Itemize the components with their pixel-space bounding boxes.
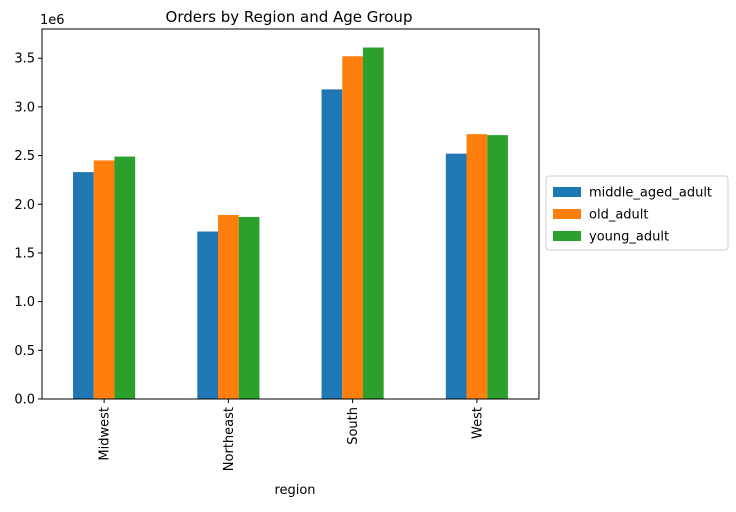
y-tick-label: 3.5 [14,52,35,67]
x-axis-title: region [274,483,315,498]
bar-young_adult-west [487,135,508,399]
y-tick-label: 0.5 [14,344,35,359]
bars-layer [73,47,508,400]
bar-young_adult-midwest [114,156,136,399]
bar-middle_aged_adult-midwest [73,172,94,399]
y-tick-label: 1.0 [14,295,35,310]
chart-title: Orders by Region and Age Group [166,8,413,26]
x-tick-label-west: West [470,407,485,439]
bar-old_adult-west [466,134,488,399]
legend-swatch-middle_aged_adult [553,187,581,197]
y-tick-label: 1.5 [14,246,35,261]
legend-swatch-young_adult [553,231,581,241]
y-tick-label: 3.0 [14,100,35,115]
x-tick-label-northeast: Northeast [222,407,237,471]
legend-frame [545,175,729,251]
legend-label-young_adult: young_adult [589,230,669,245]
bar-old_adult-northeast [218,214,239,399]
y-tick-label: 2.0 [14,198,35,213]
y-tick-label: 2.5 [14,149,35,164]
bar-young_adult-south [362,47,384,399]
y-axis-offset-label: 1e6 [40,13,65,28]
bar-middle_aged_adult-south [321,89,343,400]
legend-swatch-old_adult [553,209,581,219]
bar-old_adult-south [342,56,363,399]
bar-old_adult-midwest [93,160,115,399]
legend: middle_aged_adult old_adult young_adult [545,175,729,251]
bar-middle_aged_adult-northeast [197,231,219,399]
y-axis: 0.0 0.5 1.0 1.5 2.0 2.5 3.0 3.5 [14,52,42,408]
legend-label-old_adult: old_adult [589,208,648,223]
x-tick-label-midwest: Midwest [98,407,113,461]
legend-label-middle_aged_adult: middle_aged_adult [589,186,712,201]
x-tick-label-south: South [346,407,361,445]
y-tick-label: 0.0 [14,393,35,408]
bar-middle_aged_adult-west [445,153,467,399]
plot-area-frame [41,28,540,400]
bar-young_adult-northeast [238,216,260,399]
x-axis: Midwest Northeast South West [98,399,485,471]
